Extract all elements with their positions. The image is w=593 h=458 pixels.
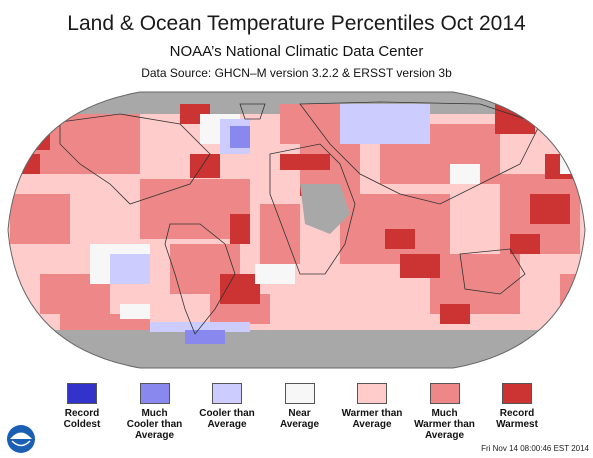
globe-border xyxy=(7,91,586,369)
map-title: Land & Ocean Temperature Percentiles Oct… xyxy=(67,12,526,35)
legend-label: Record Warmest xyxy=(496,408,538,430)
legend-swatch xyxy=(284,383,315,404)
much-warmer-regions xyxy=(10,104,585,330)
legend-label: Warmer than Average xyxy=(341,408,403,430)
world-percentile-map xyxy=(7,91,586,369)
map-subtitle: NOAA’s National Climatic Data Center xyxy=(169,43,424,60)
legend-label: Near Average xyxy=(279,408,320,430)
continent-outlines xyxy=(59,101,541,335)
legend-label: Cooler than Average xyxy=(199,408,255,430)
arctic-missing xyxy=(8,92,585,114)
timestamp: Fri Nov 14 08:00:46 EST 2014 xyxy=(481,444,589,453)
legend-label: Much Warmer than Average xyxy=(414,408,475,441)
legend-label: Much Cooler than Average xyxy=(126,408,183,441)
africa-missing xyxy=(300,184,350,234)
legend-swatch xyxy=(67,383,97,404)
legend-swatch xyxy=(429,383,460,404)
legend-label: Record Coldest xyxy=(63,408,101,430)
cooler-regions xyxy=(110,104,430,332)
noaa-logo xyxy=(7,425,35,453)
legend-swatch xyxy=(357,383,387,404)
legend-swatch xyxy=(502,383,532,404)
data-source: Data Source: GHCN–M version 3.2.2 & ERSS… xyxy=(141,66,452,80)
legend-swatch xyxy=(139,383,170,404)
legend-swatch xyxy=(212,383,242,404)
